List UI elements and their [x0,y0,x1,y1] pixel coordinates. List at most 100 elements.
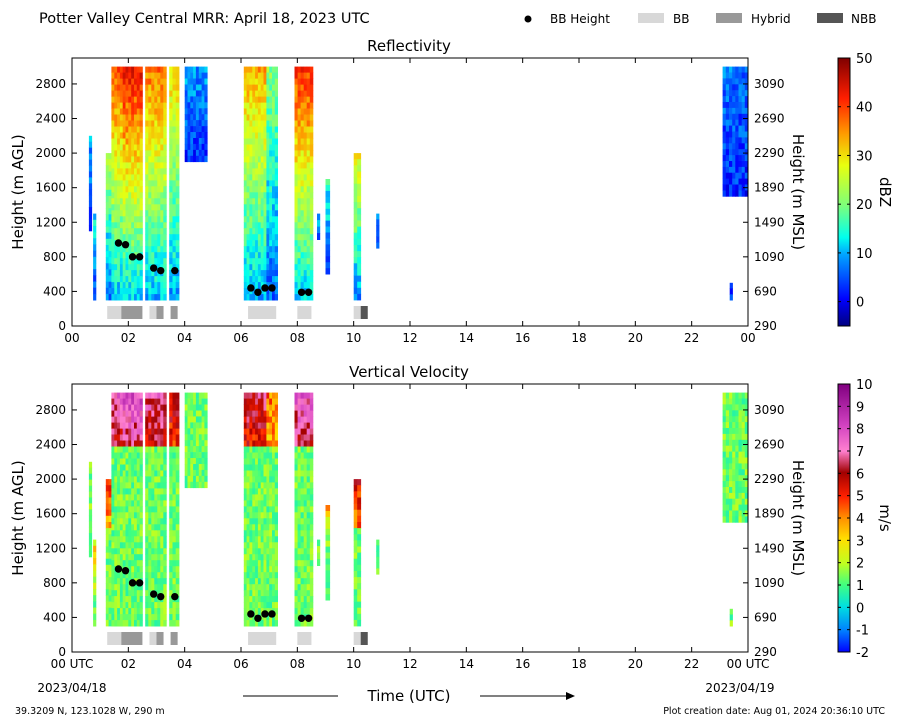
echo-cell [249,276,253,283]
echo-cell [134,210,138,217]
echo-cell [738,119,743,126]
echo-cell [105,251,109,258]
echo-cell [376,236,380,243]
echo-cell [255,452,259,459]
echo-cell [175,186,180,193]
echo-cell [325,208,331,216]
echo-cell [309,548,314,555]
echo-cell [136,90,140,97]
echo-cell [353,583,358,590]
echo-cell [151,252,155,259]
echo-cell [263,252,267,259]
x-tick-label: 04 [177,657,192,671]
echo-cell [266,132,270,139]
legend-bb-height-label: BB Height [550,12,610,26]
y-tick-label-right: 1090 [754,250,785,264]
echo-cell [274,590,278,597]
echo-cell [125,434,129,441]
echo-cell [266,222,270,229]
echo-cell [136,126,140,133]
echo-cell [738,102,743,109]
echo-cell [741,457,746,464]
echo-cell [172,494,177,501]
echo-cell [136,596,140,603]
echo-cell [175,500,180,507]
echo-cell [732,119,736,126]
echo-cell [257,252,262,259]
echo-cell [122,78,126,85]
echo-cell [260,434,264,441]
echo-cell [108,522,112,529]
echo-cell [246,264,250,271]
echo-cell [274,96,278,103]
echo-cell [184,149,188,157]
echo-cell [148,84,152,91]
echo-cell [300,210,305,217]
echo-cell [117,252,121,259]
echo-cell [729,510,733,517]
echo-cell [136,138,140,145]
echo-cell [294,416,298,423]
echo-cell [303,572,308,579]
echo-cell [111,90,115,97]
echo-cell [175,96,180,103]
echo-cell [269,506,273,513]
echo-cell [246,464,250,471]
echo-cell [272,398,276,405]
echo-cell [269,536,273,543]
echo-cell [297,422,302,429]
echo-cell [257,156,262,163]
echo-cell [157,404,161,411]
echo-cell [303,524,308,531]
echo-cell [134,416,138,423]
echo-cell [163,252,167,259]
echo-cell [266,84,270,91]
echo-cell [274,536,278,543]
echo-cell [246,234,250,241]
echo-cell [175,246,180,253]
echo-cell [105,497,109,504]
echo-cell [246,270,250,277]
echo-cell [136,144,140,151]
echo-cell [269,192,273,199]
echo-cell [306,404,311,411]
echo-cell [195,416,200,423]
echo-cell [125,162,129,169]
echo-cell [119,578,124,585]
y-tick-label-right: 3090 [754,403,785,417]
echo-cell [117,530,121,537]
echo-cell [128,410,132,417]
echo-cell [260,246,264,253]
echo-cell [157,156,161,163]
echo-cell [353,595,358,602]
echo-cell [252,222,256,229]
echo-cell [172,138,177,145]
echo-cell [111,524,115,531]
echo-cell [128,174,132,181]
echo-cell [119,264,124,271]
echo-cell [266,572,270,579]
echo-cell [111,452,115,459]
echo-cell [249,144,253,151]
echo-cell [117,542,121,549]
echo-cell [725,463,730,470]
echo-cell [160,512,164,519]
echo-cell [111,162,115,169]
echo-cell [169,590,173,597]
echo-cell [131,542,135,549]
echo-cell [122,150,126,157]
echo-cell [131,210,135,217]
echo-cell [154,566,158,573]
echo-cell [732,172,736,179]
echo-cell [134,506,138,513]
echo-cell [741,422,746,429]
echo-cell [172,428,177,435]
echo-cell [735,143,739,150]
location-text: 39.3209 N, 123.1028 W, 290 m [15,706,165,717]
echo-cell [741,504,746,511]
echo-cell [309,234,314,241]
echo-cell [309,566,314,573]
echo-cell [306,228,311,235]
echo-cell [131,240,135,247]
echo-cell [325,256,331,263]
